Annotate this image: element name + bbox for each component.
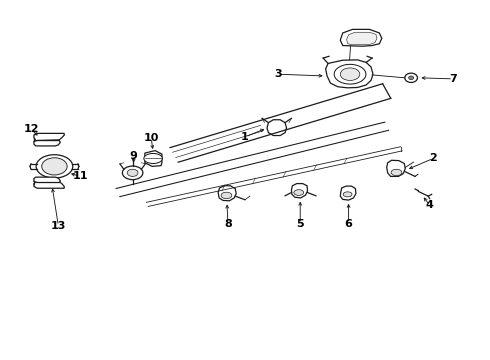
Polygon shape xyxy=(292,184,308,198)
Ellipse shape xyxy=(144,153,162,163)
Text: 12: 12 xyxy=(23,124,39,134)
Ellipse shape xyxy=(340,68,360,81)
Text: 10: 10 xyxy=(144,133,159,143)
Polygon shape xyxy=(34,177,60,183)
Ellipse shape xyxy=(42,158,67,175)
Ellipse shape xyxy=(221,192,232,199)
Circle shape xyxy=(409,76,414,80)
Polygon shape xyxy=(340,30,382,46)
Text: 5: 5 xyxy=(296,219,304,229)
Polygon shape xyxy=(340,186,356,200)
Ellipse shape xyxy=(127,169,138,176)
Polygon shape xyxy=(267,120,287,135)
Circle shape xyxy=(405,73,417,82)
Text: 11: 11 xyxy=(73,171,88,181)
Text: 13: 13 xyxy=(50,221,66,231)
Polygon shape xyxy=(218,186,236,201)
Polygon shape xyxy=(34,134,64,140)
Polygon shape xyxy=(34,140,60,146)
Polygon shape xyxy=(326,60,373,88)
Text: 7: 7 xyxy=(449,74,457,84)
Polygon shape xyxy=(387,160,405,176)
Polygon shape xyxy=(34,182,64,188)
Text: 1: 1 xyxy=(241,132,249,142)
Text: 2: 2 xyxy=(429,153,437,163)
Text: 9: 9 xyxy=(130,150,138,161)
Text: 4: 4 xyxy=(426,200,434,210)
Polygon shape xyxy=(346,32,377,45)
Ellipse shape xyxy=(122,166,143,180)
Text: 6: 6 xyxy=(344,219,352,229)
Ellipse shape xyxy=(343,192,352,197)
Ellipse shape xyxy=(334,64,366,84)
Ellipse shape xyxy=(36,155,73,178)
Ellipse shape xyxy=(294,190,304,195)
Text: 8: 8 xyxy=(224,219,232,229)
Text: 3: 3 xyxy=(274,69,282,79)
Ellipse shape xyxy=(391,169,402,176)
Polygon shape xyxy=(145,150,162,166)
